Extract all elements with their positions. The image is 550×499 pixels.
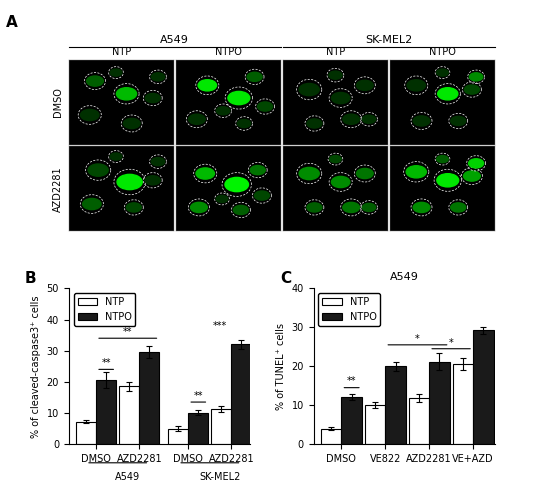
Bar: [342, 397, 362, 444]
Ellipse shape: [469, 159, 483, 168]
Ellipse shape: [82, 199, 101, 210]
Ellipse shape: [437, 69, 448, 76]
Ellipse shape: [343, 202, 360, 213]
Ellipse shape: [225, 178, 249, 192]
Ellipse shape: [299, 167, 319, 180]
Legend: NTP, NTPO: NTP, NTPO: [318, 293, 381, 326]
Bar: [188, 413, 208, 444]
Bar: [429, 362, 450, 444]
Ellipse shape: [469, 73, 483, 81]
Text: A549: A549: [161, 35, 189, 45]
Bar: [119, 387, 139, 444]
Ellipse shape: [190, 202, 207, 213]
Ellipse shape: [110, 153, 122, 160]
Ellipse shape: [450, 116, 466, 126]
Text: SK-MEL2: SK-MEL2: [199, 472, 240, 482]
Text: NTP: NTP: [326, 47, 345, 57]
Y-axis label: % of cleaved-caspase3⁺ cells: % of cleaved-caspase3⁺ cells: [31, 295, 41, 438]
Bar: [321, 429, 342, 444]
Text: **: **: [101, 358, 111, 368]
Ellipse shape: [362, 204, 376, 212]
Bar: [232, 344, 251, 444]
Ellipse shape: [117, 88, 136, 100]
Ellipse shape: [86, 76, 103, 86]
Ellipse shape: [88, 164, 108, 176]
Text: NTP: NTP: [112, 47, 131, 57]
Ellipse shape: [123, 118, 140, 129]
Ellipse shape: [464, 171, 480, 181]
Ellipse shape: [437, 174, 459, 187]
Ellipse shape: [407, 80, 426, 91]
Ellipse shape: [356, 169, 373, 179]
Text: A549: A549: [115, 472, 140, 482]
Ellipse shape: [329, 156, 342, 163]
Ellipse shape: [307, 119, 322, 128]
Bar: [365, 405, 386, 444]
Ellipse shape: [126, 203, 141, 212]
Ellipse shape: [413, 116, 430, 126]
Bar: [96, 380, 116, 444]
Ellipse shape: [250, 166, 265, 175]
Ellipse shape: [254, 191, 270, 200]
Text: A: A: [6, 15, 17, 30]
Ellipse shape: [198, 80, 217, 91]
Text: C: C: [280, 271, 292, 286]
Ellipse shape: [356, 80, 373, 90]
Text: SK-MEL2: SK-MEL2: [365, 35, 412, 45]
Ellipse shape: [238, 119, 251, 128]
Ellipse shape: [216, 196, 228, 203]
Y-axis label: % of TUNEL⁺ cells: % of TUNEL⁺ cells: [276, 323, 286, 410]
Ellipse shape: [406, 166, 426, 178]
Bar: [211, 409, 232, 444]
Ellipse shape: [145, 176, 160, 185]
Ellipse shape: [151, 73, 164, 81]
Text: NTPO: NTPO: [429, 47, 456, 57]
Bar: [139, 352, 160, 444]
Bar: [168, 429, 188, 444]
Ellipse shape: [80, 109, 99, 121]
Ellipse shape: [307, 203, 322, 212]
Text: ***: ***: [213, 321, 227, 331]
Bar: [409, 398, 429, 444]
Ellipse shape: [332, 176, 350, 188]
Ellipse shape: [332, 92, 350, 104]
Ellipse shape: [299, 83, 319, 96]
Ellipse shape: [464, 85, 480, 94]
Text: AZD2281: AZD2281: [53, 166, 63, 212]
Ellipse shape: [438, 88, 458, 100]
Bar: [76, 422, 96, 444]
Ellipse shape: [247, 72, 262, 81]
Ellipse shape: [151, 158, 164, 166]
Text: B: B: [25, 271, 36, 286]
Ellipse shape: [228, 91, 250, 105]
Text: DMSO: DMSO: [53, 87, 63, 117]
Bar: [386, 366, 406, 444]
Ellipse shape: [343, 114, 360, 124]
Bar: [453, 364, 473, 444]
Ellipse shape: [233, 206, 249, 215]
Ellipse shape: [413, 202, 430, 213]
Text: NTPO: NTPO: [215, 47, 242, 57]
Ellipse shape: [110, 69, 122, 76]
Text: *: *: [415, 334, 420, 344]
Ellipse shape: [257, 102, 273, 111]
Ellipse shape: [216, 107, 230, 115]
Text: **: **: [123, 327, 133, 337]
Ellipse shape: [362, 115, 376, 123]
Text: **: **: [194, 391, 203, 401]
Ellipse shape: [450, 203, 466, 212]
Ellipse shape: [117, 174, 142, 190]
Ellipse shape: [329, 71, 342, 79]
Bar: [473, 330, 493, 444]
Text: *: *: [449, 337, 454, 348]
Ellipse shape: [437, 156, 448, 163]
Ellipse shape: [145, 93, 160, 103]
Title: A549: A549: [390, 272, 419, 282]
Text: **: **: [347, 376, 356, 387]
Ellipse shape: [189, 114, 205, 124]
Ellipse shape: [196, 168, 214, 179]
Legend: NTP, NTPO: NTP, NTPO: [74, 293, 135, 326]
